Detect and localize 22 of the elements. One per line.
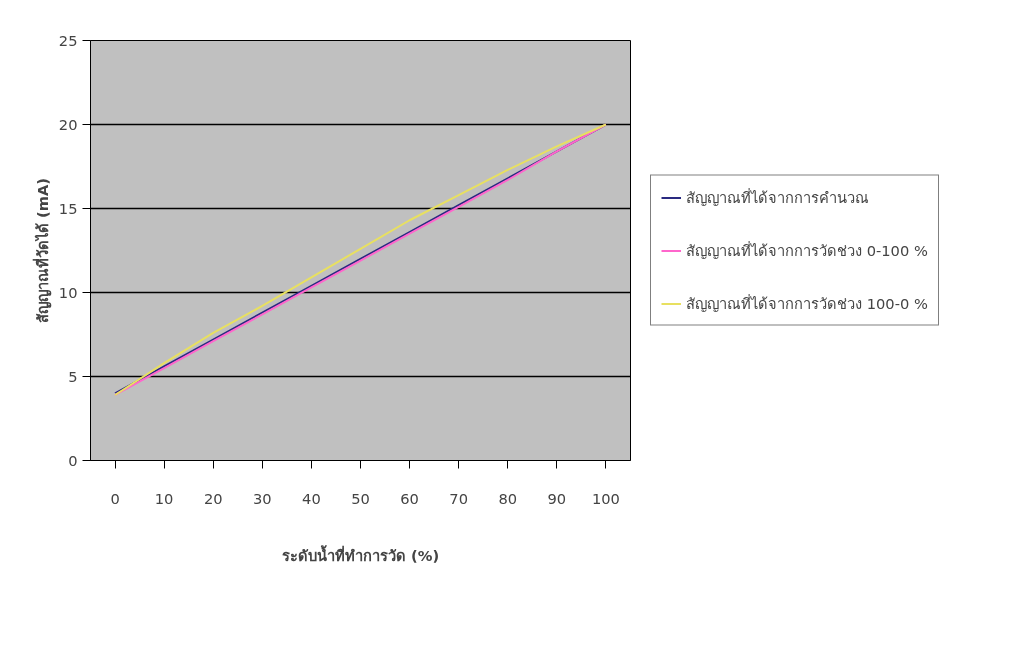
x-tick-label: 90 — [547, 489, 567, 507]
y-tick-label: 0 — [68, 451, 78, 469]
x-tick-label: 100 — [591, 489, 620, 507]
x-tick-label: 80 — [498, 489, 518, 507]
legend-label: สัญญาณที่ได้จากการคำนวณ — [686, 187, 869, 208]
x-tick-label: 50 — [351, 489, 370, 507]
y-axis-title: สัญญาณที่วัดได้ (mA) — [31, 177, 52, 324]
legend-label: สัญญาณที่ได้จากการวัดช่วง 100-0 % — [686, 293, 928, 314]
y-tick-label: 25 — [58, 31, 78, 49]
y-tick-label: 5 — [68, 367, 78, 385]
x-tick-label: 60 — [400, 489, 419, 507]
y-tick-label: 20 — [58, 115, 78, 133]
x-tick-label: 10 — [154, 489, 174, 507]
x-tick-label: 40 — [302, 489, 321, 507]
y-tick-label: 15 — [58, 199, 78, 217]
x-tick-label: 30 — [252, 489, 272, 507]
x-axis-title: ระดับน้ำที่ทำการวัด (%) — [281, 544, 440, 564]
legend-label: สัญญาณที่ได้จากการวัดช่วง 0-100 % — [686, 240, 928, 261]
x-tick-label: 0 — [110, 489, 120, 507]
y-tick-label: 10 — [58, 283, 78, 301]
x-tick-label: 20 — [203, 489, 223, 507]
x-tick-label: 70 — [449, 489, 469, 507]
